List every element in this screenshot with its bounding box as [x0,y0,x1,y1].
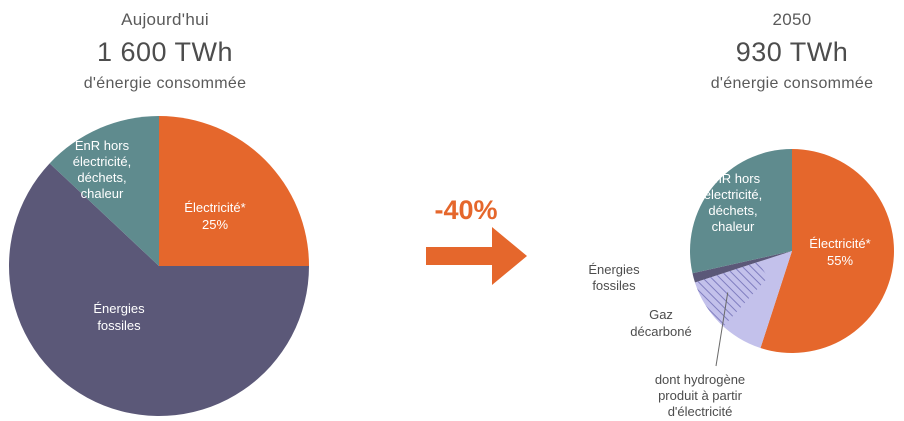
left-enr-label-line-3: chaleur [81,186,124,201]
right-hydrogene-label-line-1: produit à partir [658,388,742,403]
left-fossiles-label-line-1: fossiles [97,318,141,333]
left-elec-label-line-0: Électricité* [184,200,245,215]
right-hydrogene-label: dont hydrogène produit à partir d'électric… [655,372,745,419]
left-enr-label-line-2: déchets, [77,170,126,185]
change-arrow: -40% [426,195,527,285]
left-year-label: Aujourd'hui [121,10,209,29]
right-pie-chart [690,149,894,353]
right-elec-label-line-1: 55% [827,253,853,268]
left-fossiles-label: Énergies fossiles [93,301,145,333]
right-elec-label: Électricité* 55% [809,236,870,268]
right-panel-title: 2050 930 TWh d'énergie consommée [642,10,904,94]
right-enr-label-line-1: électricité, [704,187,763,202]
left-pie-slice-0 [159,116,309,266]
right-fossiles-label-line-1: fossiles [592,278,636,293]
left-enr-label-line-0: EnR hors [75,138,130,153]
arrow-shaft [426,247,494,265]
right-enr-label-line-2: déchets, [708,203,757,218]
right-hydrogene-label-line-0: dont hydrogène [655,372,745,387]
left-pie-slice-1 [8,163,310,416]
right-enr-label: EnR hors électricité, déchets, chaleur [704,171,763,234]
right-fossiles-label-line-0: Énergies [588,262,640,277]
right-subtitle: d'énergie consommée [710,75,874,92]
left-enr-label: EnR hors électricité, déchets, chaleur [73,138,132,201]
hydrogene-hatch-area [694,262,768,327]
right-gaz-label-line-0: Gaz [649,307,673,322]
right-pie-slice-3 [690,149,792,274]
left-subtitle: d'énergie consommée [83,75,247,92]
right-gaz-label: Gaz décarboné [630,307,691,339]
left-total-value: 1 600 TWh [96,37,234,67]
left-elec-label-line-1: 25% [202,217,228,232]
hydrogene-leader-line [715,292,729,367]
left-pie-chart [8,115,310,416]
change-percentage: -40% [434,195,497,225]
left-elec-label: Électricité* 25% [184,200,245,232]
left-fossiles-label-line-0: Énergies [93,301,145,316]
left-enr-label-line-1: électricité, [73,154,132,169]
left-panel-title: Aujourd'hui 1 600 TWh d'énergie consommé… [15,10,315,94]
right-pie-slice-0 [760,149,894,353]
right-enr-label-line-0: EnR hors [706,171,761,186]
right-elec-label-line-0: Électricité* [809,236,870,251]
right-total-value: 930 TWh [735,37,849,67]
right-enr-label-line-3: chaleur [712,219,755,234]
right-pie-slice-2 [692,251,792,283]
right-fossiles-label: Énergies fossiles [588,262,640,293]
right-gaz-label-line-1: décarboné [630,324,691,339]
right-year-label: 2050 [772,10,812,29]
arrow-head [492,227,527,285]
left-pie-slice-2 [49,115,159,266]
right-hydrogene-label-line-2: d'électricité [668,404,733,419]
